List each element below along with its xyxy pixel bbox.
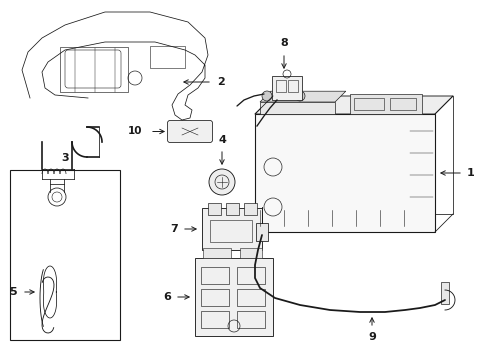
Polygon shape bbox=[255, 96, 453, 114]
Text: 5: 5 bbox=[9, 287, 17, 297]
Bar bbox=[237, 311, 265, 328]
Bar bbox=[60, 47, 128, 92]
Bar bbox=[256, 223, 268, 241]
Bar bbox=[208, 203, 221, 215]
Bar bbox=[390, 98, 416, 110]
Text: 3: 3 bbox=[61, 153, 69, 163]
Bar bbox=[255, 114, 435, 232]
Bar bbox=[201, 267, 229, 284]
Text: 6: 6 bbox=[163, 292, 171, 302]
Bar bbox=[240, 248, 262, 258]
Text: 8: 8 bbox=[280, 38, 288, 48]
Bar bbox=[201, 311, 229, 328]
Text: 4: 4 bbox=[218, 135, 226, 145]
Text: 2: 2 bbox=[217, 77, 225, 87]
Bar bbox=[354, 98, 384, 110]
Bar bbox=[210, 220, 252, 242]
Bar bbox=[244, 203, 257, 215]
Circle shape bbox=[295, 91, 305, 101]
Bar bbox=[288, 80, 298, 92]
Bar bbox=[441, 282, 449, 304]
Polygon shape bbox=[260, 91, 346, 102]
Text: 7: 7 bbox=[170, 224, 178, 234]
Circle shape bbox=[209, 169, 235, 195]
Bar bbox=[350, 94, 422, 114]
Bar bbox=[276, 80, 286, 92]
Bar bbox=[201, 289, 229, 306]
Bar bbox=[202, 208, 262, 250]
Text: 9: 9 bbox=[368, 332, 376, 342]
Bar bbox=[237, 267, 265, 284]
Bar bbox=[195, 258, 273, 336]
Circle shape bbox=[262, 91, 272, 101]
Bar bbox=[226, 203, 239, 215]
Bar bbox=[237, 289, 265, 306]
FancyBboxPatch shape bbox=[168, 121, 213, 143]
Text: 10: 10 bbox=[127, 126, 142, 136]
Bar bbox=[150, 46, 185, 68]
Bar bbox=[272, 76, 302, 100]
Bar bbox=[10, 170, 120, 340]
Bar bbox=[203, 248, 231, 258]
Bar bbox=[273, 96, 453, 214]
Bar bbox=[260, 102, 335, 114]
Text: 1: 1 bbox=[467, 168, 475, 178]
